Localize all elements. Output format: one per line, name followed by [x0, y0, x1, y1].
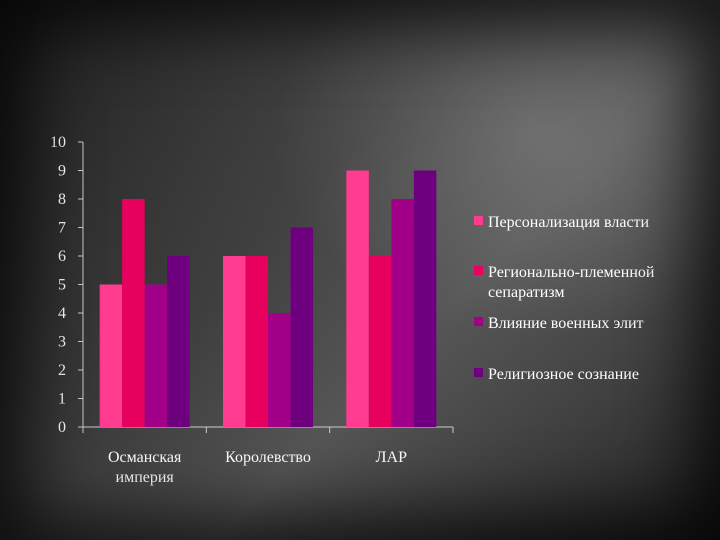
legend-label: Регионально-племенной — [488, 264, 655, 281]
bar — [391, 199, 414, 427]
bar — [413, 170, 437, 427]
legend-swatch — [474, 317, 483, 326]
bar — [268, 313, 291, 427]
y-tick-label: 6 — [58, 248, 66, 265]
legend-swatch — [474, 216, 483, 225]
y-tick-label: 9 — [58, 163, 66, 180]
legend-swatch — [474, 266, 483, 275]
y-tick-label: 1 — [58, 391, 66, 408]
y-tick-label: 10 — [50, 134, 66, 151]
x-axis-labels: Османская империя Королевство ЛАР — [108, 449, 407, 486]
y-tick-label: 2 — [58, 362, 66, 379]
category-label: Королевство — [225, 449, 311, 466]
category-label: империя — [116, 469, 175, 486]
y-tick-label: 7 — [58, 220, 66, 237]
y-axis-ticks: 0 1 2 3 4 5 6 7 8 9 10 — [50, 134, 83, 436]
legend-label: Влияние военных элит — [488, 315, 644, 332]
bar — [290, 227, 313, 427]
bar — [346, 170, 369, 427]
bar — [167, 256, 190, 427]
y-tick-label: 8 — [58, 191, 66, 208]
bar — [245, 256, 268, 427]
y-tick-label: 4 — [58, 305, 66, 322]
chart-legend: Персонализация власти Регионально-племенн… — [474, 214, 655, 383]
bar — [223, 256, 246, 427]
y-tick-label: 0 — [58, 419, 66, 436]
legend-label: Персонализация власти — [488, 214, 650, 231]
legend-label: сепаратизм — [488, 284, 565, 301]
category-label: Османская — [108, 449, 182, 466]
legend-swatch — [474, 368, 483, 377]
chart-bars — [99, 170, 437, 427]
bar — [99, 284, 123, 427]
legend-label: Религиозное сознание — [488, 366, 639, 383]
bar — [368, 256, 392, 427]
y-tick-label: 5 — [58, 277, 66, 294]
category-label: ЛАР — [376, 449, 407, 466]
bar — [144, 284, 168, 427]
bar — [122, 199, 145, 427]
y-tick-label: 3 — [58, 334, 66, 351]
